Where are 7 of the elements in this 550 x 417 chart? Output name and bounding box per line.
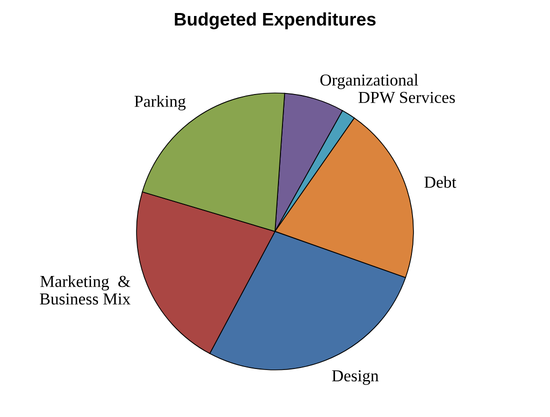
chart-title: Budgeted Expenditures	[174, 12, 376, 30]
slice-label: DPW Services	[358, 92, 455, 104]
slice-label: Debt	[424, 176, 456, 188]
slice-label: Parking	[134, 95, 186, 110]
slice-label: Organizational	[320, 74, 418, 90]
slice-label: Design	[332, 370, 379, 385]
slice-label: Marketing & Business Mix	[40, 275, 130, 305]
